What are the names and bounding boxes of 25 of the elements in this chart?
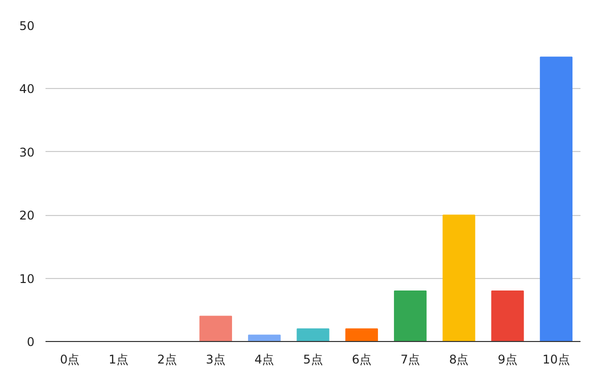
x-tick-label: 3点 — [206, 352, 226, 366]
x-tick-label: 10点 — [542, 352, 570, 366]
bar — [491, 290, 524, 342]
y-tick-label: 0 — [26, 335, 35, 349]
bar — [199, 316, 232, 342]
x-tick-label: 0点 — [60, 352, 80, 366]
bar — [442, 214, 476, 342]
bar — [296, 328, 330, 342]
bar — [345, 328, 378, 342]
x-tick-label: 1点 — [108, 352, 128, 366]
y-tick-label: 10 — [19, 272, 35, 286]
x-tick-label: 8点 — [449, 352, 469, 366]
bar — [248, 334, 281, 342]
bar — [394, 290, 427, 342]
x-tick-label: 4点 — [254, 352, 274, 366]
x-tick-label: 5点 — [303, 352, 323, 366]
x-tick-label: 2点 — [157, 352, 177, 366]
y-tick-label: 30 — [19, 145, 35, 160]
bar — [540, 56, 572, 342]
y-tick-label: 20 — [19, 208, 35, 223]
y-tick-label: 50 — [19, 19, 35, 33]
x-tick-label: 7点 — [400, 352, 420, 366]
x-tick-label: 6点 — [352, 352, 372, 366]
y-tick-label: 40 — [19, 82, 35, 96]
x-tick-label: 9点 — [498, 352, 518, 366]
